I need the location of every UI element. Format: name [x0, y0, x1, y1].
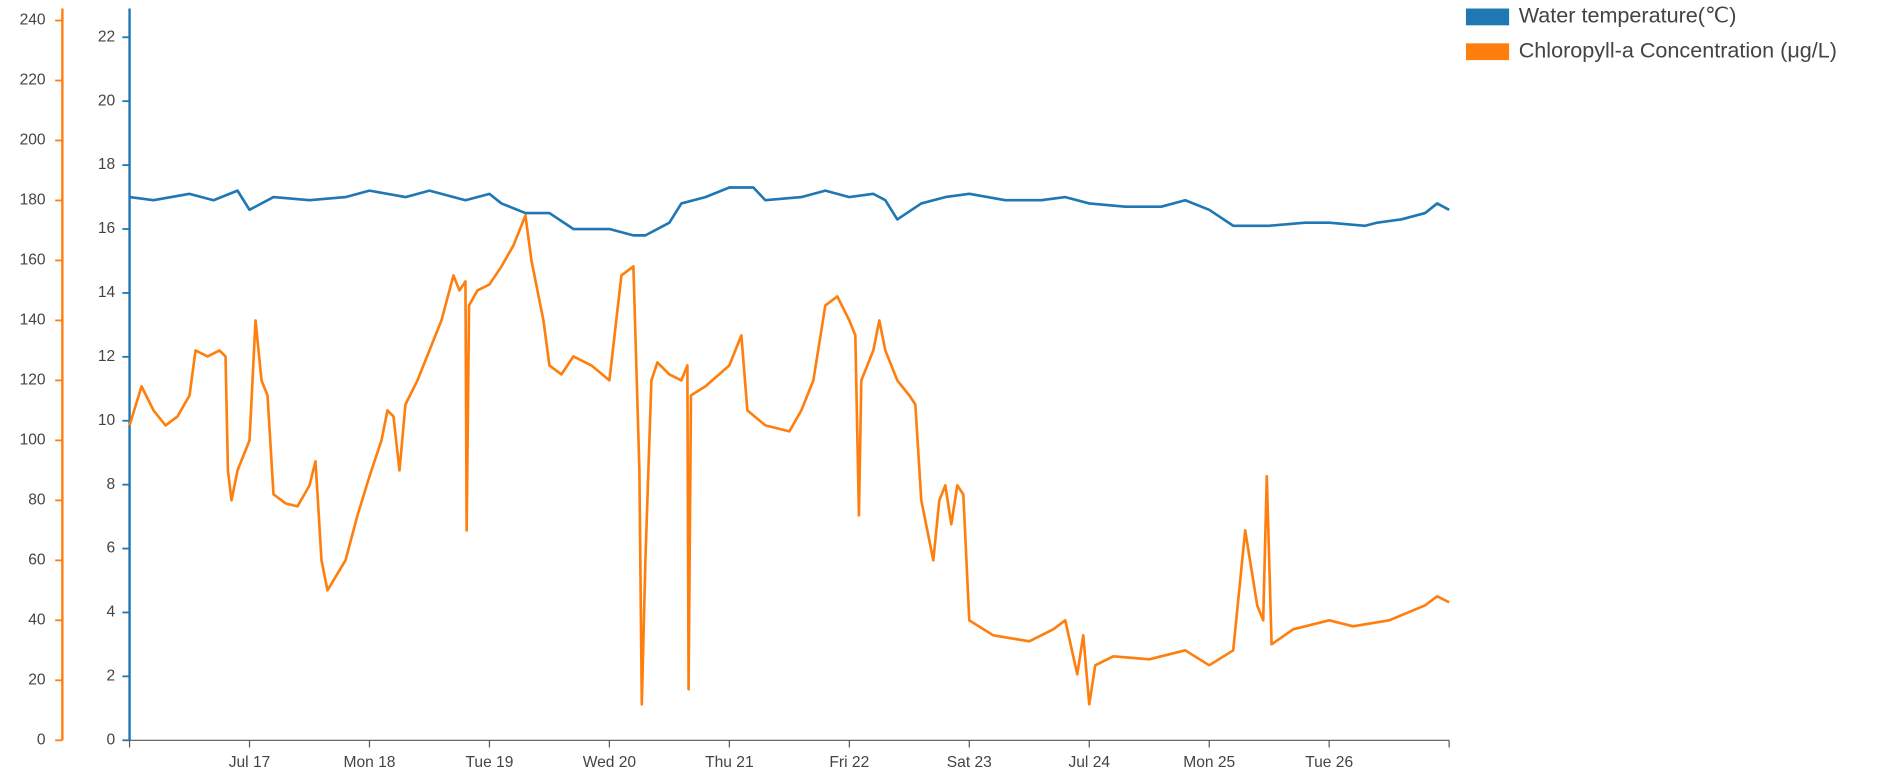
- y2-tick-label: 20: [28, 671, 46, 688]
- series-line: [129, 186, 1450, 237]
- y2-tick-label: 140: [20, 312, 46, 329]
- y2-tick-label: 180: [20, 192, 46, 209]
- y-tick-label: 6: [106, 540, 115, 557]
- y-tick-label: 22: [98, 28, 115, 45]
- y2-tick-label: 40: [28, 611, 46, 628]
- series-line: [128, 214, 1450, 706]
- y-tick-label: 2: [106, 668, 115, 685]
- x-tick-label: Fri 22: [829, 754, 869, 771]
- y-tick-label: 20: [98, 92, 116, 109]
- x-tick-label: Tue 26: [1305, 754, 1353, 771]
- y-tick-label: 12: [98, 348, 115, 365]
- y-tick-label: 0: [106, 731, 115, 748]
- x-tick-label: Wed 20: [583, 754, 637, 771]
- legend-swatch: [1465, 43, 1510, 61]
- y-tick-label: 8: [106, 476, 115, 493]
- y-tick-label: 10: [98, 412, 116, 429]
- legend-swatch: [1465, 8, 1510, 26]
- y-tick-label: 14: [98, 284, 116, 301]
- x-tick-label: Mon 25: [1183, 754, 1235, 771]
- y2-tick-label: 0: [37, 731, 46, 748]
- x-tick-label: Tue 19: [465, 754, 513, 771]
- x-tick-label: Jul 24: [1068, 754, 1110, 771]
- x-tick-label: Mon 18: [343, 754, 395, 771]
- y-tick-label: 4: [106, 604, 115, 621]
- y2-tick-label: 160: [20, 252, 46, 269]
- y2-tick-label: 120: [20, 372, 46, 389]
- x-tick-label: Sat 23: [947, 754, 992, 771]
- y2-tick-label: 200: [20, 132, 46, 149]
- y2-tick-label: 60: [28, 551, 46, 568]
- y2-tick-label: 80: [28, 491, 46, 508]
- y-tick-label: 18: [98, 156, 115, 173]
- x-tick-label: Thu 21: [705, 754, 754, 771]
- legend-label: Water temperature(℃): [1519, 3, 1737, 28]
- x-tick-label: Jul 17: [229, 754, 271, 771]
- legend-label: Chloropyll-a Concentration (μg/L): [1519, 37, 1837, 62]
- y2-tick-label: 100: [20, 432, 46, 449]
- y-tick-label: 16: [98, 220, 115, 237]
- y2-tick-label: 220: [20, 72, 46, 89]
- y2-tick-label: 240: [20, 12, 46, 29]
